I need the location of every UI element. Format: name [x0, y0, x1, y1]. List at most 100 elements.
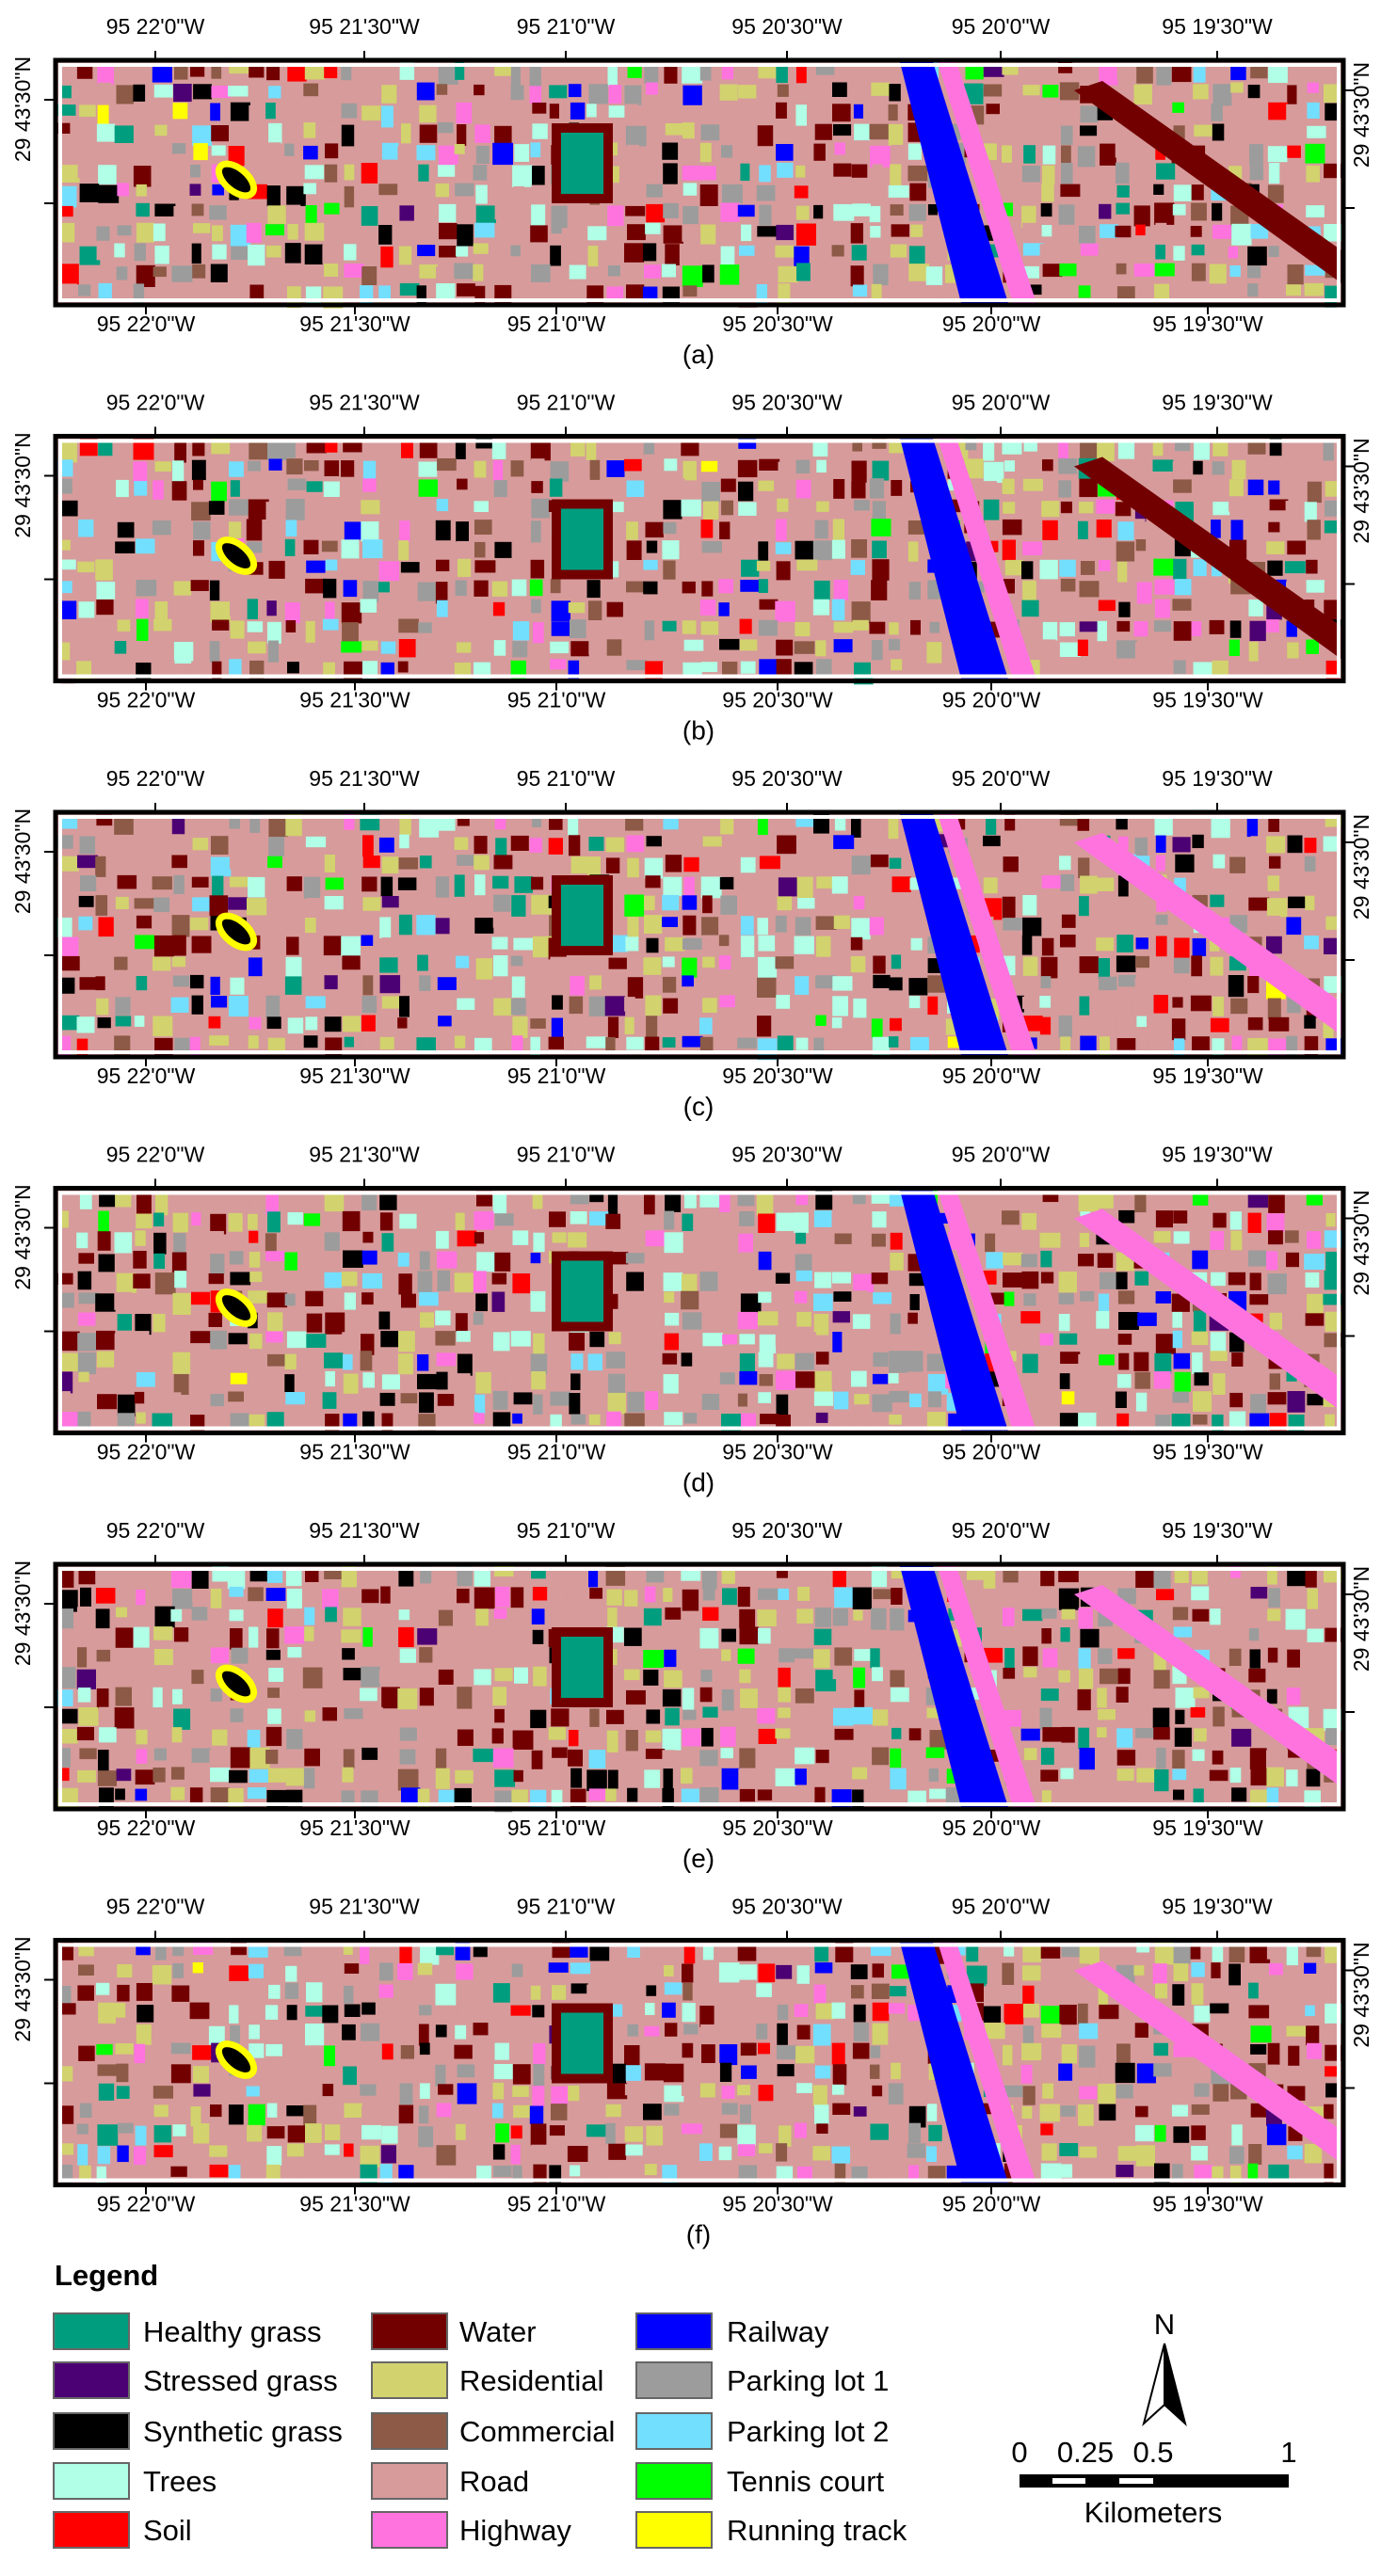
map-cell: [1307, 481, 1322, 504]
map-cell: [1079, 1569, 1095, 1581]
map-cell: [361, 243, 377, 258]
map-cell: [229, 876, 250, 888]
map-cell: [491, 440, 506, 459]
map-cell: [284, 124, 303, 136]
map-cell: [1042, 459, 1053, 472]
map-cell: [1061, 914, 1076, 928]
map-cell: [533, 1333, 545, 1354]
map-cell: [872, 1963, 884, 1978]
map-cell: [1134, 185, 1148, 203]
map-cell: [305, 1728, 318, 1749]
map-cell: [1040, 2006, 1061, 2024]
map-cell: [662, 1037, 676, 1048]
map-cell: [854, 500, 870, 511]
map-cell: [872, 540, 887, 559]
map-cell: [1153, 1727, 1170, 1740]
map-cell: [1210, 956, 1224, 976]
lon-label: 95 22'0"W: [97, 312, 196, 336]
map-cell: [1288, 2045, 1300, 2066]
map-cell: [965, 438, 977, 451]
map-cell: [398, 914, 412, 936]
map-cell: [77, 1352, 96, 1375]
map-cell: [907, 165, 928, 182]
map-cell: [813, 1628, 832, 1645]
map-cell: [797, 898, 815, 909]
map-cell: [1097, 1727, 1107, 1737]
map-cell: [417, 1271, 433, 1293]
map-cell: [96, 998, 109, 1016]
map-cell: [1039, 244, 1054, 262]
map-cell: [1040, 601, 1061, 616]
map-cell: [1080, 105, 1099, 123]
map-cell: [154, 246, 169, 264]
map-cell: [454, 144, 465, 154]
map-cell: [1153, 184, 1164, 195]
map-cell: [474, 1232, 485, 1244]
map-cell: [455, 2166, 467, 2179]
map-cell: [77, 1411, 91, 1429]
map-cell: [737, 2124, 756, 2146]
map-cell: [699, 1036, 714, 1051]
map-cell: [380, 1331, 398, 1348]
map-cell: [418, 2024, 429, 2046]
map-cell: [474, 84, 485, 96]
map-cell: [494, 1769, 516, 1787]
map-cell: [1115, 143, 1136, 158]
map-cell: [1325, 1311, 1344, 1332]
map-cell: [888, 817, 899, 840]
map-cell: [551, 1588, 566, 1605]
map-cell: [117, 1314, 132, 1331]
map-cell: [210, 1688, 222, 1702]
map-cell: [1248, 897, 1270, 911]
map-cell: [435, 582, 448, 604]
map-cell: [646, 82, 658, 95]
map-cell: [663, 1272, 683, 1291]
map-cell: [778, 1667, 791, 1688]
map-cell: [1286, 284, 1302, 296]
map-cell: [344, 1985, 354, 2004]
map-cell: [870, 2064, 880, 2079]
map-cell: [568, 84, 582, 98]
map-cell: [624, 2126, 643, 2142]
map-cell: [1041, 125, 1053, 143]
map-cell: [1078, 1648, 1091, 1670]
map-cell: [457, 998, 475, 1010]
map-cell: [474, 501, 489, 512]
map-cell: [701, 2044, 715, 2066]
map-cell: [1174, 937, 1190, 960]
map-cell: [268, 1984, 281, 1999]
map-cell: [983, 499, 1000, 520]
map-cell: [795, 1747, 815, 1765]
map-cell: [758, 619, 778, 636]
map-cell: [171, 1392, 182, 1413]
map-cell: [398, 639, 416, 658]
map-cell: [97, 1770, 117, 1786]
map-cell: [210, 264, 228, 282]
map-cell: [475, 146, 490, 164]
map-cell: [78, 1292, 100, 1304]
map-cell: [153, 1016, 173, 1037]
map-cell: [344, 2143, 354, 2157]
map-cell: [475, 1293, 488, 1312]
map-cell: [419, 440, 438, 458]
map-cell: [397, 661, 409, 673]
map-cell: [1078, 1254, 1094, 1267]
map-cell: [76, 1232, 88, 1249]
map-cell: [324, 63, 338, 79]
map-panel: 95 22'0"W95 22'0"W95 21'30"W95 21'30"W95…: [10, 1895, 1373, 2249]
map-cell: [758, 1251, 772, 1271]
map-cell: [1305, 2005, 1315, 2017]
map-cell: [850, 265, 864, 287]
map-cell: [586, 2124, 606, 2137]
map-cell: [78, 1944, 94, 1957]
map-cell: [1287, 124, 1300, 146]
map-cell: [1134, 2044, 1146, 2064]
map-cell: [398, 1626, 414, 1647]
map-cell: [966, 1944, 979, 1962]
map-cell: [759, 2165, 780, 2183]
map-cell: [1134, 977, 1149, 988]
map-cell: [529, 1213, 543, 1227]
map-cell: [59, 955, 80, 971]
map-cell: [851, 1290, 868, 1304]
map-cell: [248, 1213, 258, 1230]
